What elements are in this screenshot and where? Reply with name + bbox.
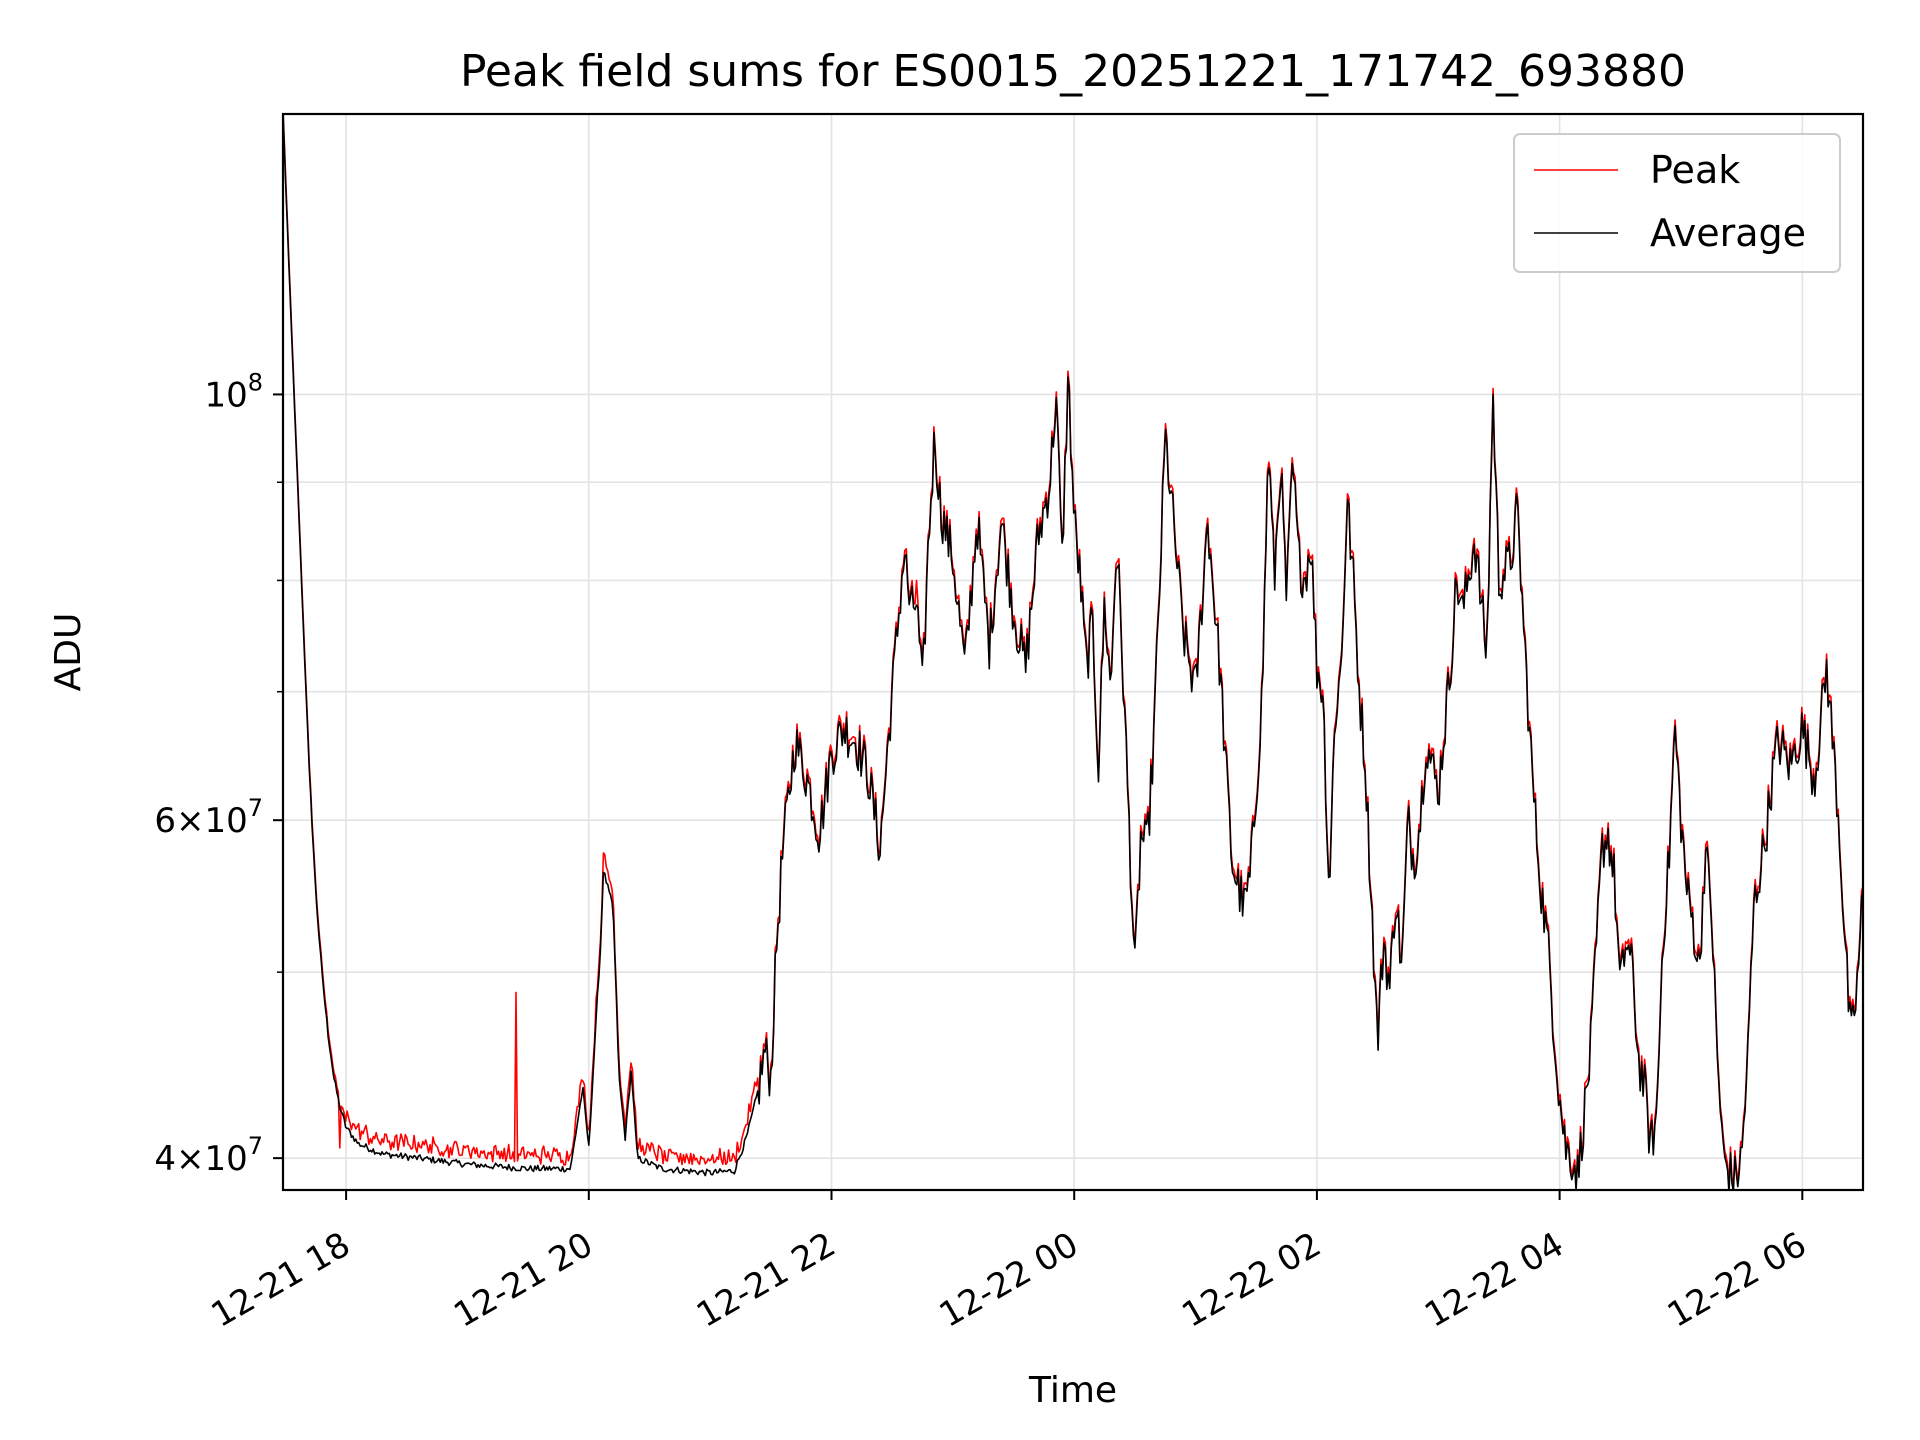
series-layer bbox=[283, 114, 1863, 1190]
plot-frame bbox=[281, 112, 1865, 1192]
x-axis-label: Time bbox=[1028, 1370, 1117, 1411]
legend-box bbox=[1513, 133, 1841, 273]
y-axis-label: ADU bbox=[48, 613, 89, 692]
y-tick-label: 4×107 bbox=[154, 1132, 263, 1179]
y-tick-label: 108 bbox=[204, 368, 263, 415]
legend-label-peak: Peak bbox=[1650, 148, 1740, 192]
chart-title: Peak field sums for ES0015_20251221_1717… bbox=[460, 46, 1686, 97]
legend: Peak Average bbox=[1513, 133, 1841, 273]
series-line-average bbox=[283, 114, 1863, 1190]
y-tick-label: 6×107 bbox=[154, 794, 263, 841]
legend-label-average: Average bbox=[1650, 211, 1806, 255]
